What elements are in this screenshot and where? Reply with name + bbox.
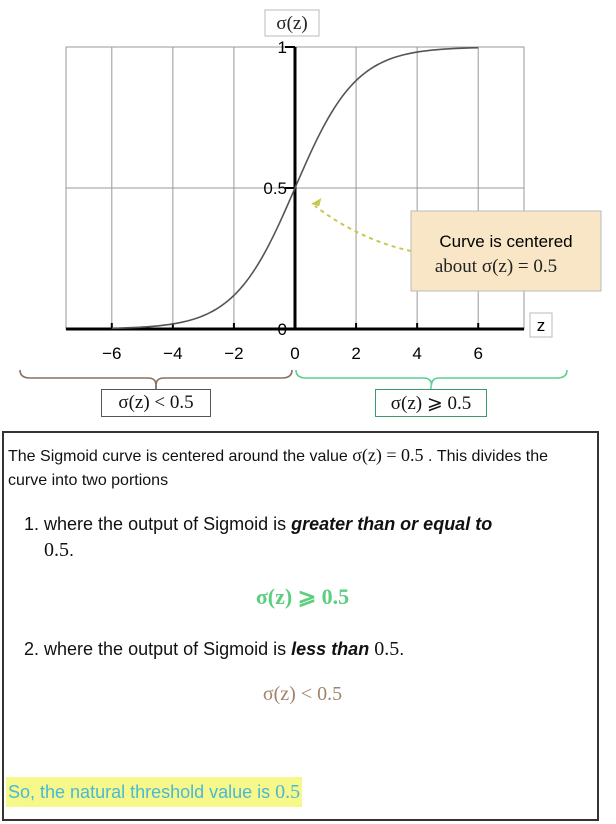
y-axis-label-box [264,9,320,37]
y-axis-label: σ(z) [264,9,320,37]
y-axis-label-text: σ(z) [276,13,307,34]
region-label-greater-equal: σ(z) ⩾ 0.5 [375,389,487,417]
annotation-line1: Curve is centered [439,232,572,251]
x-tick-label: 2 [351,344,360,363]
x-tick-label: −2 [224,344,243,363]
emphasis-less: less than [291,639,370,659]
chart-ticks: −6 −4 −2 0 2 4 6 0 0.5 1 σ(z) z [102,9,553,363]
x-tick-label: −6 [102,344,121,363]
x-tick-label: −4 [163,344,182,363]
list-item-less: 2. where the output of Sigmoid is less t… [24,638,405,660]
annotation-arrow [314,205,412,252]
x-axis-label-text: z [537,316,546,335]
conclusion-text: So, the natural threshold value is 0.5 [6,777,303,807]
x-tick-label: 6 [473,344,482,363]
intro-math: σ(z) = 0.5 [352,445,424,465]
y-tick-label: 0 [278,320,287,339]
region-braces [19,369,568,389]
formula-less: σ(z) < 0.5 [262,683,343,705]
x-axis-label: z [529,312,553,338]
intro-text: The Sigmoid curve is centered around the… [8,445,549,489]
curve-layer [111,46,479,330]
annotation-line2: about σ(z) = 0.5 [435,256,557,277]
brace-left [19,369,293,386]
y-tick-label: 0.5 [263,179,287,198]
sigmoid-chart: −6 −4 −2 0 2 4 6 0 0.5 1 σ(z) z Curve is centered ab… [19,9,602,389]
brace-right [295,369,568,386]
x-tick-label: 4 [412,344,421,363]
emphasis-greater-equal: greater than or equal to [291,514,493,534]
explanation-panel: The Sigmoid curve is centered around the… [2,431,599,821]
annotation-layer: Curve is centered about σ(z) = 0.5 [311,198,602,292]
x-tick-label: 0 [290,344,299,363]
list-item-greater-equal: 1. where the output of Sigmoid is greate… [24,514,493,561]
x-axis-label-box [529,312,553,338]
region-label-less: σ(z) < 0.5 [101,389,211,417]
annotation-arrowhead [311,198,322,207]
formula-greater-equal: σ(z) ⩾ 0.5 [255,584,350,609]
annotation-box [410,210,602,292]
y-tick-label: 1 [278,38,287,57]
